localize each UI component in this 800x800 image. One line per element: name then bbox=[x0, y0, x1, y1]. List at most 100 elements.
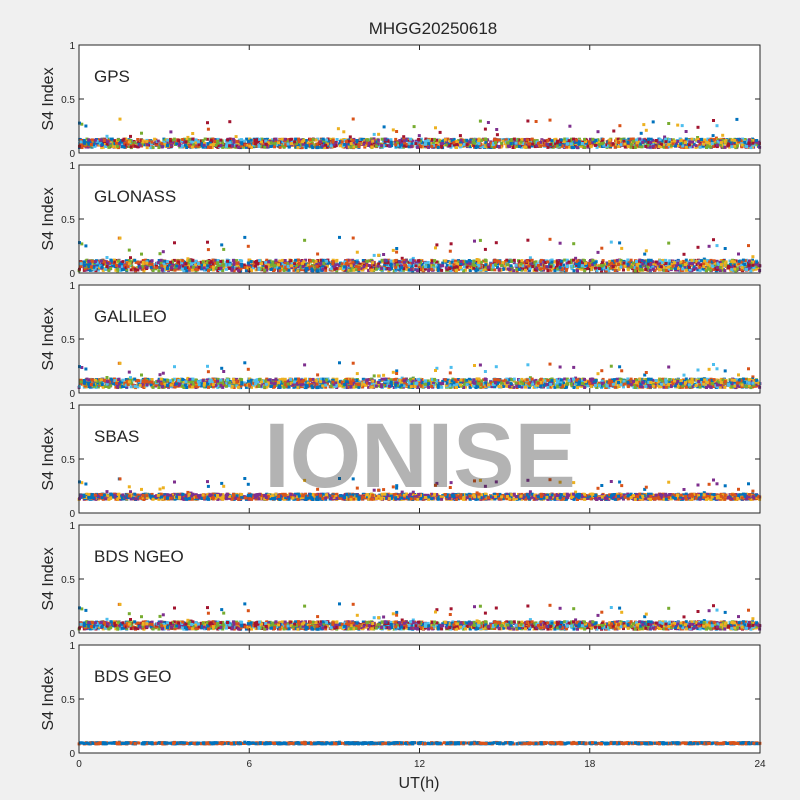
data-point bbox=[424, 265, 427, 268]
data-point bbox=[371, 140, 374, 143]
data-point bbox=[702, 265, 705, 268]
data-point bbox=[207, 269, 210, 272]
data-point bbox=[169, 139, 172, 142]
data-point bbox=[130, 268, 133, 271]
data-point bbox=[748, 260, 751, 263]
data-point bbox=[200, 264, 203, 267]
data-point bbox=[101, 143, 104, 146]
data-point bbox=[706, 263, 709, 266]
data-point bbox=[652, 120, 655, 123]
data-point bbox=[337, 127, 340, 130]
data-point bbox=[160, 142, 163, 145]
data-point bbox=[570, 142, 573, 145]
data-point bbox=[441, 142, 444, 145]
data-point bbox=[349, 135, 352, 138]
data-point bbox=[415, 142, 418, 145]
data-point bbox=[455, 146, 458, 149]
data-point bbox=[416, 146, 419, 149]
data-point bbox=[277, 141, 280, 144]
data-point bbox=[430, 145, 433, 148]
data-point bbox=[315, 260, 318, 263]
data-point bbox=[616, 259, 619, 262]
data-point bbox=[375, 145, 378, 148]
data-point bbox=[510, 264, 513, 267]
data-point bbox=[748, 263, 751, 266]
data-point bbox=[472, 138, 475, 141]
data-point bbox=[590, 145, 593, 148]
data-point bbox=[681, 267, 684, 270]
data-point bbox=[161, 268, 164, 271]
data-point bbox=[755, 139, 758, 142]
data-point bbox=[128, 249, 131, 252]
y-tick-label: 1 bbox=[69, 41, 75, 52]
data-point bbox=[549, 119, 552, 122]
data-point bbox=[315, 139, 318, 142]
data-point bbox=[568, 125, 571, 128]
data-point bbox=[228, 141, 231, 144]
data-point bbox=[713, 138, 716, 141]
data-point bbox=[206, 264, 209, 267]
data-point bbox=[622, 269, 625, 272]
data-point bbox=[185, 140, 188, 143]
data-point bbox=[495, 128, 498, 131]
data-point bbox=[395, 130, 398, 133]
data-point bbox=[356, 261, 359, 264]
data-point bbox=[303, 239, 306, 242]
data-point bbox=[290, 142, 293, 145]
data-point bbox=[623, 261, 626, 264]
data-point bbox=[434, 126, 437, 129]
data-point bbox=[563, 140, 566, 143]
data-point bbox=[641, 145, 644, 148]
data-point bbox=[450, 242, 453, 245]
data-point bbox=[104, 268, 107, 271]
y-axis-label: S4 Index bbox=[40, 67, 57, 130]
data-point bbox=[518, 268, 521, 271]
data-point bbox=[527, 142, 530, 145]
data-point bbox=[703, 138, 706, 141]
data-point bbox=[614, 146, 617, 149]
data-point bbox=[695, 267, 698, 270]
data-point bbox=[190, 141, 193, 144]
data-point bbox=[128, 140, 131, 143]
data-point bbox=[254, 142, 257, 145]
data-point bbox=[191, 138, 194, 141]
data-point bbox=[244, 266, 247, 269]
data-point bbox=[202, 139, 205, 142]
data-point bbox=[410, 145, 413, 148]
data-point bbox=[719, 269, 722, 272]
data-point bbox=[360, 138, 363, 141]
data-point bbox=[235, 135, 238, 138]
data-point bbox=[383, 125, 386, 128]
data-point bbox=[559, 143, 562, 146]
data-point bbox=[232, 141, 235, 144]
data-point bbox=[680, 139, 683, 142]
data-point bbox=[594, 144, 597, 147]
data-point bbox=[408, 264, 411, 267]
data-point bbox=[103, 139, 106, 142]
data-point bbox=[228, 267, 231, 270]
data-point bbox=[553, 269, 556, 272]
data-point bbox=[157, 140, 160, 143]
data-point bbox=[322, 138, 325, 141]
data-point bbox=[684, 141, 687, 144]
data-point bbox=[647, 138, 650, 141]
data-point bbox=[572, 242, 575, 245]
data-point bbox=[185, 269, 188, 272]
data-point bbox=[731, 139, 734, 142]
data-point bbox=[323, 262, 326, 265]
data-point bbox=[496, 260, 499, 263]
data-point bbox=[575, 139, 578, 142]
data-point bbox=[345, 140, 348, 143]
data-point bbox=[181, 138, 184, 141]
data-point bbox=[270, 141, 273, 144]
data-point bbox=[515, 142, 518, 145]
data-point bbox=[134, 268, 137, 271]
data-point bbox=[531, 265, 534, 268]
data-point bbox=[247, 140, 250, 143]
data-point bbox=[301, 140, 304, 143]
data-point bbox=[723, 146, 726, 149]
data-point bbox=[608, 139, 611, 142]
data-point bbox=[719, 266, 722, 269]
data-point bbox=[106, 135, 109, 138]
data-point bbox=[667, 143, 670, 146]
